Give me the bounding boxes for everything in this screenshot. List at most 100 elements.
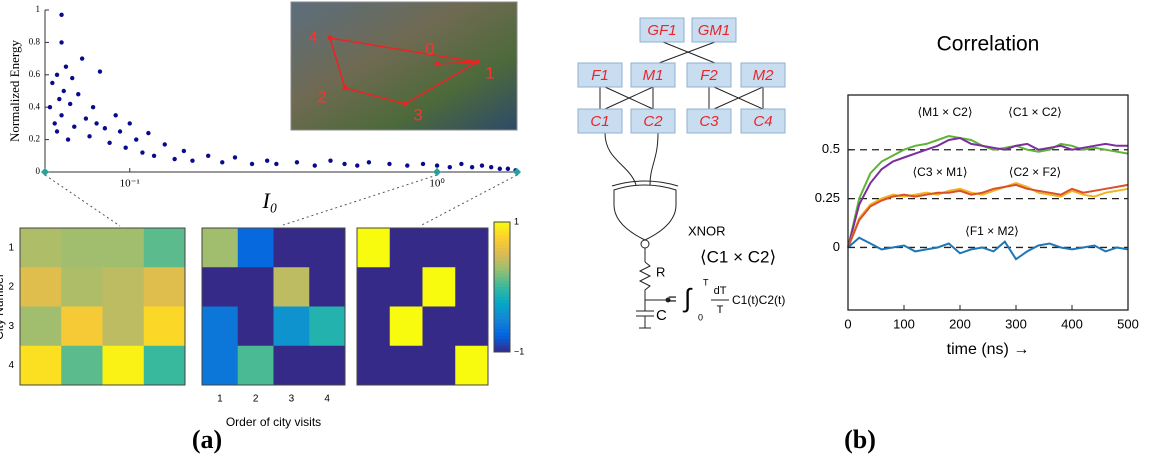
colorbar-step — [494, 235, 510, 239]
colorbar-step — [494, 268, 510, 272]
colorbar-step — [494, 297, 510, 301]
y-tick-label: 0.2 — [29, 134, 40, 144]
heatmap-cell — [202, 228, 238, 268]
heatmap-cell — [61, 228, 103, 268]
point — [274, 162, 278, 166]
city-label: 0 — [425, 39, 434, 58]
heatmap-cell — [144, 267, 186, 307]
heatmap-cell — [309, 307, 345, 347]
heatmap-cell — [390, 346, 423, 386]
point — [489, 165, 493, 169]
colorbar-step — [494, 281, 510, 285]
point — [91, 105, 95, 109]
gate-label: XNOR — [688, 223, 726, 238]
colorbar-step — [494, 271, 510, 275]
colorbar-step — [494, 225, 510, 229]
x-tick-label: 500 — [1117, 316, 1139, 331]
colorbar-step — [494, 258, 510, 262]
colorbar-step — [494, 287, 510, 291]
colorbar-step — [494, 316, 510, 320]
point — [48, 105, 52, 109]
colorbar-step — [494, 320, 510, 324]
node-label: GF1 — [647, 22, 676, 39]
x-tick-label: 1 — [217, 394, 223, 405]
colorbar-step — [494, 251, 510, 255]
city-dot — [343, 86, 348, 91]
heatmap-cell — [274, 346, 310, 386]
formula-integral: ∫ — [682, 283, 693, 313]
formula-denominator: T — [717, 304, 724, 316]
y-tick-label: 0.5 — [822, 141, 840, 156]
heatmap-cell — [357, 267, 390, 307]
formula-eq: = — [668, 291, 677, 308]
point — [146, 131, 150, 135]
heatmap-cell — [390, 228, 423, 268]
x-tick-label: 10⁰ — [429, 178, 445, 190]
capacitor-label: C — [656, 307, 667, 324]
heatmap-cell — [61, 307, 103, 347]
city-label: 1 — [485, 63, 494, 82]
heatmap-cell — [20, 228, 62, 268]
colorbar-step — [494, 290, 510, 294]
colorbar-step — [494, 307, 510, 311]
y-tick-label: 2 — [8, 282, 14, 293]
heatmap-cell — [423, 228, 456, 268]
point — [387, 162, 391, 166]
heatmap-cell — [202, 307, 238, 347]
heatmap-cell — [238, 228, 274, 268]
circuit-wiring — [600, 42, 763, 328]
heatmap-cell — [309, 228, 345, 268]
heatmap-cell — [455, 346, 488, 386]
y-axis-label: City Number — [0, 273, 6, 340]
heatmap-cell — [357, 228, 390, 268]
point — [140, 150, 144, 154]
point — [72, 124, 76, 128]
point — [59, 113, 63, 117]
point — [342, 162, 346, 166]
node-label: C1 — [590, 113, 609, 130]
point — [152, 154, 156, 158]
heatmap-cell — [390, 267, 423, 307]
point — [163, 142, 167, 146]
point — [53, 121, 57, 125]
x-tick-label: 400 — [1061, 316, 1083, 331]
heatmap-cell — [274, 307, 310, 347]
point — [103, 126, 107, 130]
colorbar-step — [494, 310, 510, 314]
x-tick-label: 100 — [893, 316, 915, 331]
formula-lhs: ⟨C1 × C2⟩ — [700, 247, 776, 266]
series-label: ⟨F1 × M2⟩ — [965, 224, 1019, 238]
heatmap-cell — [103, 346, 145, 386]
series-line — [848, 238, 1128, 260]
heatmap-cell — [20, 267, 62, 307]
colorbar-step — [494, 313, 510, 317]
heatmap-cell — [423, 307, 456, 347]
formula-lower: 0 — [698, 312, 703, 322]
y-tick-label: 0 — [36, 166, 41, 176]
panel-label: (b) — [844, 425, 876, 454]
colorbar-step — [494, 294, 510, 298]
colorbar-tick-label: −1 — [514, 346, 524, 356]
point — [435, 163, 439, 167]
city-label: 4 — [308, 27, 317, 46]
heatmap-cell — [238, 267, 274, 307]
heatmap-cell — [455, 307, 488, 347]
panel-label: (a) — [192, 425, 222, 454]
highlight-marker — [41, 168, 49, 176]
point — [55, 129, 59, 133]
heatmap-cell — [202, 267, 238, 307]
city-label: 3 — [413, 105, 422, 124]
point — [134, 137, 138, 141]
node-label: C4 — [753, 113, 772, 130]
point — [98, 69, 102, 73]
x-tick-label: 300 — [1005, 316, 1027, 331]
colorbar-step — [494, 274, 510, 278]
point — [50, 81, 54, 85]
y-tick-label: 0.8 — [29, 36, 41, 46]
map-image — [291, 2, 517, 130]
y-tick-label: 1 — [8, 242, 14, 253]
heatmap-cell — [202, 346, 238, 386]
connectors — [45, 175, 517, 226]
point — [57, 97, 61, 101]
point — [448, 165, 452, 169]
